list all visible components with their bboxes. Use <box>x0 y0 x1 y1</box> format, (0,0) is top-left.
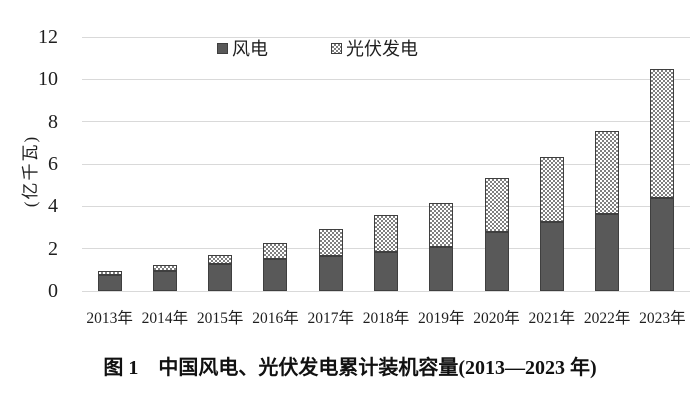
legend-item-solar: 光伏发电 <box>331 36 418 60</box>
bar-segment-solar-2017年 <box>318 228 343 257</box>
gridline-y-6 <box>82 163 690 165</box>
bar-segment-wind-2015年 <box>208 263 233 291</box>
bar-segment-wind-2013年 <box>97 274 122 291</box>
x-tick-label: 2013年 <box>86 310 133 327</box>
bar-segment-wind-2017年 <box>318 256 343 291</box>
y-tick-label: 0 <box>48 280 58 302</box>
bar-segment-wind-2016年 <box>263 259 288 291</box>
bar-segment-wind-2014年 <box>152 270 177 291</box>
gridline-y-4 <box>82 205 690 207</box>
x-tick-label: 2017年 <box>307 310 354 327</box>
bar-segment-solar-2019年 <box>429 203 454 247</box>
bar-segment-wind-2019年 <box>429 246 454 291</box>
bar-segment-solar-2020年 <box>484 177 509 232</box>
x-tick-label: 2021年 <box>528 310 576 327</box>
gridline-y-10 <box>82 78 690 80</box>
y-tick-label: 8 <box>48 110 58 133</box>
x-tick-label: 2020年 <box>473 310 520 327</box>
y-tick-label: 10 <box>38 68 58 91</box>
legend-label-solar: 光伏发电 <box>346 39 418 59</box>
bar-segment-wind-2018年 <box>374 252 398 291</box>
bar-segment-wind-2021年 <box>539 221 564 291</box>
x-tick-label: 2015年 <box>196 310 244 327</box>
x-tick-label: 2016年 <box>252 310 299 327</box>
x-tick-label: 2022年 <box>583 310 631 327</box>
figure-caption: 图 1 中国风电、光伏发电累计装机容量(2013—2023 年) <box>103 357 597 379</box>
bar-segment-solar-2018年 <box>374 215 398 253</box>
bar-segment-solar-2013年 <box>97 270 122 275</box>
gridline-y-0 <box>82 290 690 292</box>
bar-segment-solar-2014年 <box>152 264 177 271</box>
y-tick-label: 12 <box>38 26 58 48</box>
gridline-y-12 <box>82 36 690 38</box>
wind-swatch-icon <box>217 42 228 54</box>
x-tick-label: 2023年 <box>639 310 686 327</box>
y-axis-title: (亿千瓦) <box>21 134 40 208</box>
y-tick-label: 4 <box>48 195 58 218</box>
bar-segment-wind-2020年 <box>484 231 509 291</box>
x-tick-label: 2014年 <box>141 310 189 327</box>
y-tick-label: 6 <box>48 153 58 175</box>
x-tick-label: 2019年 <box>418 310 465 327</box>
legend-label-wind: 风电 <box>232 39 268 59</box>
bar-segment-solar-2021年 <box>539 156 564 222</box>
legend-item-wind: 风电 <box>217 36 268 60</box>
legend: 风电 光伏发电 <box>0 36 700 60</box>
bar-segment-wind-2022年 <box>595 213 620 291</box>
y-tick-label: 2 <box>48 237 58 260</box>
gridline-y-8 <box>82 121 690 123</box>
x-tick-label: 2018年 <box>362 310 410 327</box>
bar-segment-solar-2015年 <box>208 254 233 264</box>
bar-segment-solar-2016年 <box>263 243 288 260</box>
bar-segment-solar-2022年 <box>595 130 620 214</box>
solar-swatch-icon <box>331 42 342 54</box>
bar-segment-wind-2023年 <box>650 197 675 291</box>
bar-segment-solar-2023年 <box>650 68 675 198</box>
